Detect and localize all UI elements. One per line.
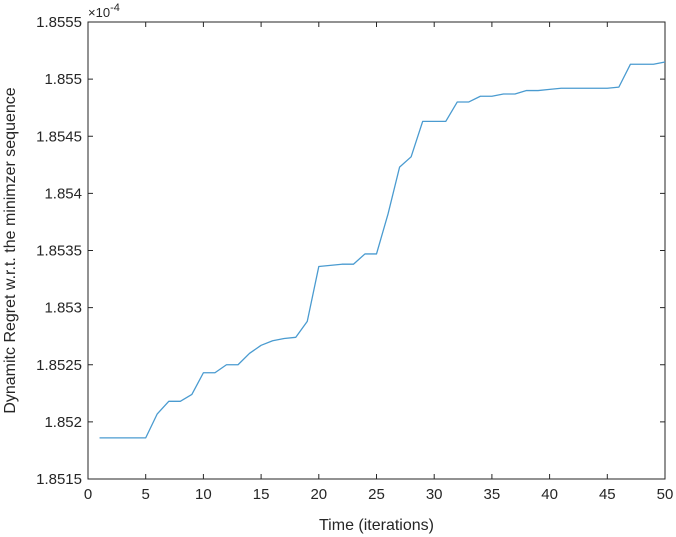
y-axis-exponent-base: ×10 — [88, 5, 110, 20]
x-axis-ticks: 0 5 10 15 20 25 30 35 40 45 50 — [84, 22, 674, 503]
x-tick-label: 50 — [657, 486, 674, 503]
y-tick-label: 1.852 — [44, 414, 82, 431]
x-axis-label: Time (iterations) — [319, 517, 434, 534]
x-tick-label: 20 — [310, 486, 327, 503]
x-tick-label: 10 — [195, 486, 212, 503]
series-line-1 — [99, 61, 666, 439]
x-tick-label: 15 — [253, 486, 270, 503]
x-tick-label: 45 — [599, 486, 616, 503]
y-axis-label: Dynamitc Regret w.r.t. the minimzer sequ… — [2, 87, 19, 413]
y-tick-label: 1.8545 — [36, 128, 82, 145]
y-tick-label: 1.853 — [44, 300, 82, 317]
y-tick-label: 1.8535 — [36, 243, 82, 260]
plot-area — [87, 21, 666, 480]
x-tick-label: 0 — [84, 486, 92, 503]
y-axis-ticks: 1.8515 1.852 1.8525 1.853 1.8535 1.854 1.8545 1… — [36, 14, 665, 488]
x-tick-label: 30 — [426, 486, 443, 503]
x-tick-label: 40 — [541, 486, 558, 503]
x-tick-label: 35 — [484, 486, 501, 503]
y-tick-label: 1.855 — [44, 71, 82, 88]
y-axis-exponent: ×10-4 — [88, 2, 120, 20]
y-tick-label: 1.8515 — [36, 471, 82, 488]
y-tick-label: 1.8555 — [36, 14, 82, 31]
y-axis-exponent-power: -4 — [110, 2, 120, 14]
y-tick-label: 1.854 — [44, 185, 82, 202]
x-tick-label: 25 — [368, 486, 385, 503]
x-tick-label: 5 — [142, 486, 150, 503]
y-tick-label: 1.8525 — [36, 357, 82, 374]
series-layer — [99, 61, 666, 439]
